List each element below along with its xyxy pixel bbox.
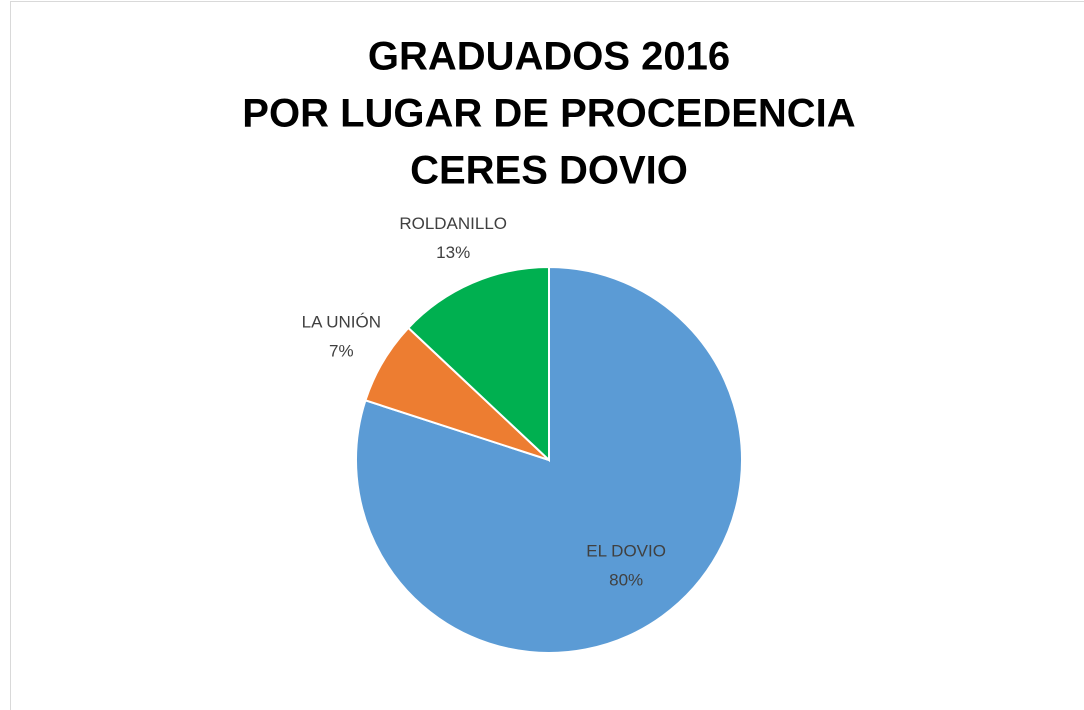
chart-title: GRADUADOS 2016	[368, 35, 730, 79]
slice-label: LA UNIÓN	[302, 313, 381, 332]
chart-title: CERES DOVIO	[410, 149, 688, 193]
slice-value-label: 80%	[609, 571, 643, 590]
chart-title: POR LUGAR DE PROCEDENCIA	[242, 92, 855, 136]
slice-value-label: 7%	[329, 342, 354, 361]
pie-slice	[406, 265, 550, 463]
slice-label: EL DOVIO	[586, 542, 666, 561]
slice-label: ROLDANILLO	[399, 214, 507, 233]
slice-value-label: 13%	[436, 243, 470, 262]
